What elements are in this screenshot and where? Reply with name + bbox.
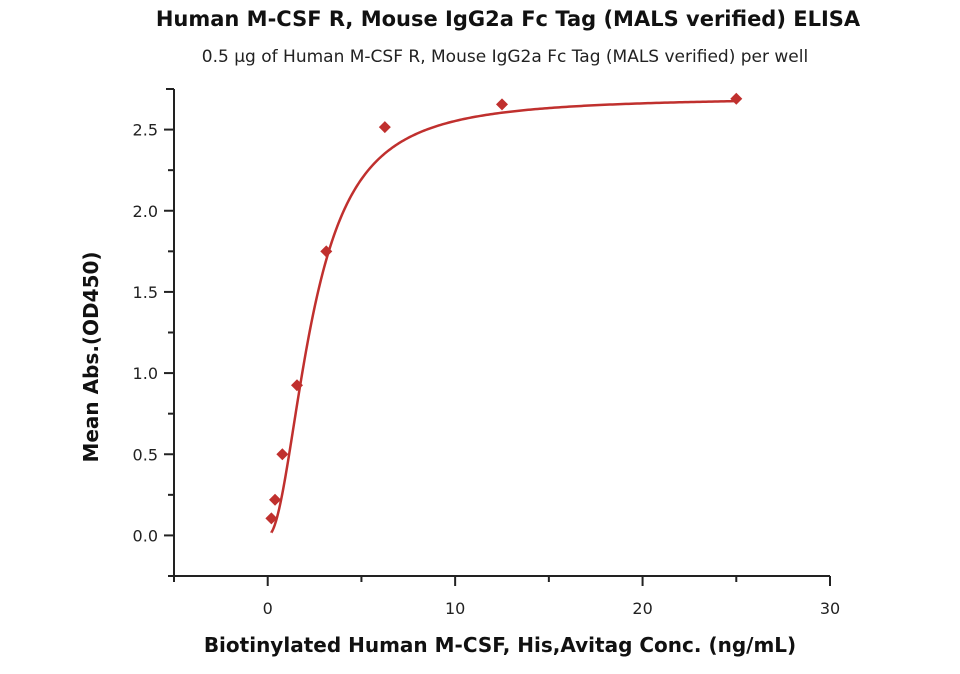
x-ticks: 0 10 20 30: [173, 576, 840, 618]
fit-curve-group: [270, 99, 737, 534]
y-axis-label: Mean Abs.(OD450): [79, 251, 103, 462]
data-point: [265, 512, 278, 525]
x-tick-label: 30: [820, 599, 840, 618]
chart-title: Human M-CSF R, Mouse IgG2a Fc Tag (MALS …: [156, 7, 861, 31]
data-point: [320, 245, 333, 258]
data-point: [378, 121, 391, 134]
data-point: [496, 98, 508, 111]
data-point: [269, 493, 282, 506]
data-points: [265, 92, 743, 525]
y-tick-label: 0.0: [133, 526, 158, 545]
data-point: [730, 92, 743, 105]
x-axis-label: Biotinylated Human M-CSF, His,Avitag Con…: [204, 633, 796, 657]
data-point: [291, 379, 303, 392]
y-ticks: 0.0 0.5 1.0 1.5 2.0 2.5: [133, 88, 174, 577]
axes: [166, 88, 830, 577]
x-tick-label: 10: [445, 599, 465, 618]
x-tick-label: 20: [632, 599, 652, 618]
fit-curve: [270, 99, 737, 534]
y-tick-label: 2.0: [133, 202, 158, 221]
y-tick-label: 1.5: [133, 283, 158, 302]
y-tick-label: 0.5: [133, 445, 158, 464]
x-tick-label: 0: [263, 599, 273, 618]
chart-subtitle: 0.5 μg of Human M-CSF R, Mouse IgG2a Fc …: [202, 47, 808, 67]
y-tick-label: 1.0: [133, 364, 158, 383]
y-tick-label: 2.5: [133, 121, 158, 140]
data-point: [276, 448, 289, 461]
